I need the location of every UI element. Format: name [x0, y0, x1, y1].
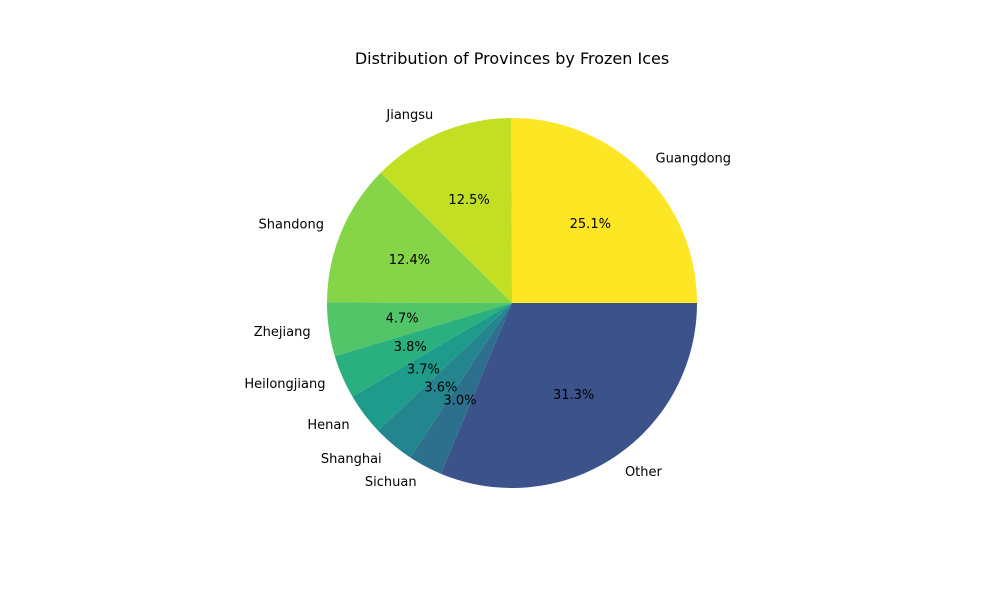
percent-label-heilongjiang: 3.8%	[394, 340, 427, 355]
slice-label-guangdong: Guangdong	[656, 151, 731, 166]
percent-label-shandong: 12.4%	[389, 253, 430, 268]
pie-slice-henan	[352, 303, 512, 431]
slice-label-sichuan: Sichuan	[365, 475, 417, 490]
percent-label-other: 31.3%	[553, 388, 594, 403]
percent-labels: 25.1% 12.5% 12.4% 4.7% 3.8% 3.7% 3.6%3.0% 31.3%	[386, 193, 611, 408]
pie-slices	[326, 117, 697, 488]
pie-slice-heilongjiang	[334, 303, 512, 397]
percent-label-shanghai: 3.6%	[424, 381, 457, 396]
pie-slice-jiangsu	[380, 118, 512, 303]
percent-label-jiangsu: 12.5%	[448, 193, 489, 208]
slice-label-heilongjiang: Heilongjiang	[244, 377, 325, 392]
slice-labels: Guangdong Jiangsu Shandong Zhejiang Heilongj…	[244, 108, 731, 490]
pie-slice-shanghai	[378, 303, 512, 458]
pie-slice-shandong	[327, 172, 512, 303]
percent-label-henan: 3.7%	[407, 362, 440, 377]
percent-label-sichuan: 3.0%	[443, 394, 476, 409]
chart-title: Distribution of Provinces by Frozen Ices	[355, 49, 669, 68]
slice-label-jiangsu: Jiangsu	[385, 108, 433, 123]
pie-slice-zhejiang	[326, 302, 512, 357]
pie-slice-guangdong	[511, 117, 697, 303]
pie-slice-sichuan	[410, 303, 512, 474]
slice-label-henan: Henan	[307, 418, 349, 433]
percent-label-guangdong: 25.1%	[570, 217, 611, 232]
percent-label-zhejiang: 4.7%	[386, 311, 419, 326]
slice-label-other: Other	[625, 465, 663, 480]
slice-label-shanghai: Shanghai	[321, 452, 382, 467]
pie-slice-other	[441, 303, 697, 488]
slice-label-shandong: Shandong	[259, 218, 324, 233]
slice-label-zhejiang: Zhejiang	[254, 325, 311, 340]
